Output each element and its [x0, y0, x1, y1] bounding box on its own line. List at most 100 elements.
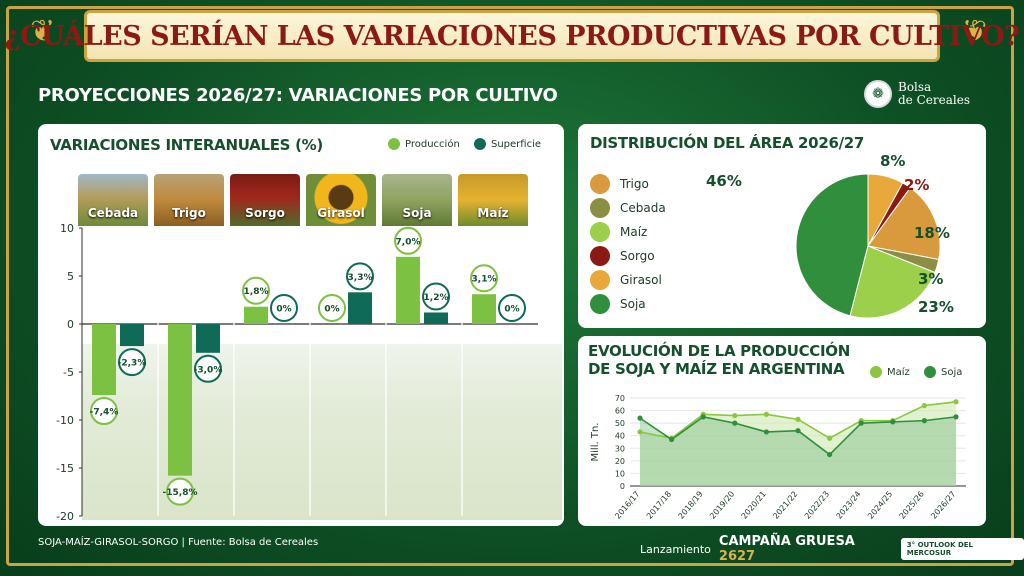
line-chart-title-1: EVOLUCIÓN DE LA PRODUCCIÓN	[588, 342, 851, 360]
data-label: 3,1%	[472, 275, 497, 285]
data-label-bubble	[118, 348, 146, 377]
legend-produccion: Producción	[388, 138, 460, 150]
y-tick-label: 40	[615, 432, 625, 441]
point-maíz	[732, 413, 738, 419]
point-maíz	[953, 399, 959, 405]
data-label-bubble	[346, 262, 374, 291]
pie-chart-title: DISTRIBUCIÓN DEL ÁREA 2026/27	[590, 134, 865, 152]
y-tick-label: 0	[67, 318, 74, 331]
x-tick-label: 2026/27	[929, 490, 957, 521]
footer-source: SOJA-MAÍZ-GIRASOL-SORGO | Fuente: Bolsa …	[38, 537, 319, 548]
tile-maiz-label: Maíz	[477, 206, 509, 220]
data-label-bubble	[242, 276, 270, 305]
pie-legend-cebada-swatch	[590, 198, 610, 218]
pie-label-girasol: 8%	[880, 152, 906, 170]
line-chart-card: EVOLUCIÓN DE LA PRODUCCIÓN DE SOJA Y MAÍ…	[578, 336, 986, 526]
point-maíz	[827, 435, 833, 441]
x-tick-label: 2018/19	[676, 490, 704, 521]
logo-text: Bolsa de Cereales	[898, 81, 970, 107]
area-soja	[640, 416, 956, 486]
y-tick-label: 20	[615, 457, 625, 466]
tile-girasol-label: Girasol	[317, 206, 365, 220]
tile-soja-label: Soja	[402, 206, 432, 220]
point-soja	[700, 414, 706, 420]
data-label: -7,4%	[90, 408, 119, 418]
data-label-bubble	[422, 282, 450, 311]
point-soja	[669, 436, 675, 443]
y-tick-label: 5	[67, 270, 74, 283]
point-soja	[795, 428, 801, 434]
y-tick-label: 30	[615, 444, 625, 453]
x-tick-label: 2022/23	[803, 490, 831, 521]
y-tick-label: 0	[620, 482, 625, 491]
page-subtitle: PROYECCIONES 2026/27: VARIACIONES POR CU…	[38, 85, 558, 106]
tile-trigo: Trigo	[154, 174, 224, 226]
point-soja	[732, 420, 738, 426]
pie-legend-girasol-swatch	[590, 270, 610, 290]
gold-border	[6, 6, 1014, 566]
point-soja	[921, 418, 927, 424]
pie-legend-soja-label: Soja	[620, 297, 646, 311]
pie-legend-trigo-swatch	[590, 174, 610, 194]
page-title: ¿CUÁLES SERÍAN LAS VARIACIONES PRODUCTIV…	[4, 20, 1020, 52]
point-maíz	[921, 402, 927, 409]
data-label: 1,8%	[244, 287, 269, 297]
legend-maiz-swatch	[870, 366, 882, 378]
pie-legend-cebada: Cebada	[590, 198, 666, 218]
legend-maiz-label: Maíz	[887, 366, 910, 378]
pie-legend-maiz: Maíz	[590, 222, 647, 242]
data-label: -15,8%	[163, 488, 198, 498]
bolsa-seal-icon: ❁	[864, 80, 892, 108]
tile-sorgo: Sorgo	[230, 174, 300, 226]
y-tick-label: 60	[615, 407, 625, 416]
x-tick-label: 2023/24	[834, 490, 862, 521]
data-label-bubble	[166, 477, 194, 506]
bar-maíz-produccion	[472, 294, 496, 324]
tile-girasol: Girasol	[306, 174, 376, 226]
bar-trigo-superficie	[196, 324, 220, 353]
bar-cebada-produccion	[92, 324, 116, 396]
y-tick-label: 10	[60, 222, 74, 235]
bar-cebada-superficie	[120, 324, 144, 347]
point-maíz	[795, 416, 801, 422]
y-axis-label: Mill. Tn.	[590, 423, 601, 462]
pie-label-cebada: 3%	[918, 270, 944, 288]
legend-superficie: Superficie	[474, 138, 541, 150]
data-label: 0%	[504, 305, 519, 315]
pie-slice-trigo	[867, 187, 941, 261]
pie-slice-soja	[795, 173, 869, 317]
logo-line-2: de Cereales	[898, 93, 970, 107]
point-soja	[890, 419, 896, 425]
pie-legend-soja-swatch	[590, 294, 610, 314]
pie-label-sorgo: 2%	[904, 176, 930, 194]
x-tick-label: 2020/21	[740, 490, 768, 521]
y-tick-label: 10	[615, 469, 625, 478]
x-tick-label: 2024/25	[866, 490, 894, 521]
point-soja	[858, 420, 864, 426]
y-tick-label: -20	[56, 510, 74, 523]
y-tick-label: -15	[56, 462, 74, 475]
data-label: 1,2%	[424, 293, 449, 303]
point-soja	[637, 415, 643, 421]
data-label-bubble	[470, 264, 498, 293]
legend-produccion-label: Producción	[405, 138, 460, 150]
x-tick-label: 2021/22	[771, 490, 799, 521]
legend-superficie-label: Superficie	[491, 138, 542, 150]
tile-sorgo-label: Sorgo	[245, 206, 285, 220]
laurel-left-icon: ❦	[30, 14, 56, 49]
pie-legend-girasol: Girasol	[590, 270, 662, 290]
pie-legend-soja: Soja	[590, 294, 646, 314]
legend-maiz: Maíz	[870, 366, 910, 378]
x-tick-label: 2016/17	[613, 490, 641, 521]
line-chart-title: EVOLUCIÓN DE LA PRODUCCIÓN DE SOJA Y MAÍ…	[588, 342, 850, 378]
x-tick-label: 2017/18	[645, 490, 673, 521]
x-tick-label: 2025/26	[898, 490, 926, 521]
title-banner: ¿CUÁLES SERÍAN LAS VARIACIONES PRODUCTIV…	[5, 10, 1020, 62]
pie-label-trigo: 18%	[914, 224, 950, 242]
bar-trigo-produccion	[168, 324, 192, 476]
pie-legend-maiz-swatch	[590, 222, 610, 242]
point-soja	[763, 429, 769, 435]
data-label: -2,3%	[118, 359, 147, 369]
pie-legend-maiz-label: Maíz	[620, 225, 648, 239]
